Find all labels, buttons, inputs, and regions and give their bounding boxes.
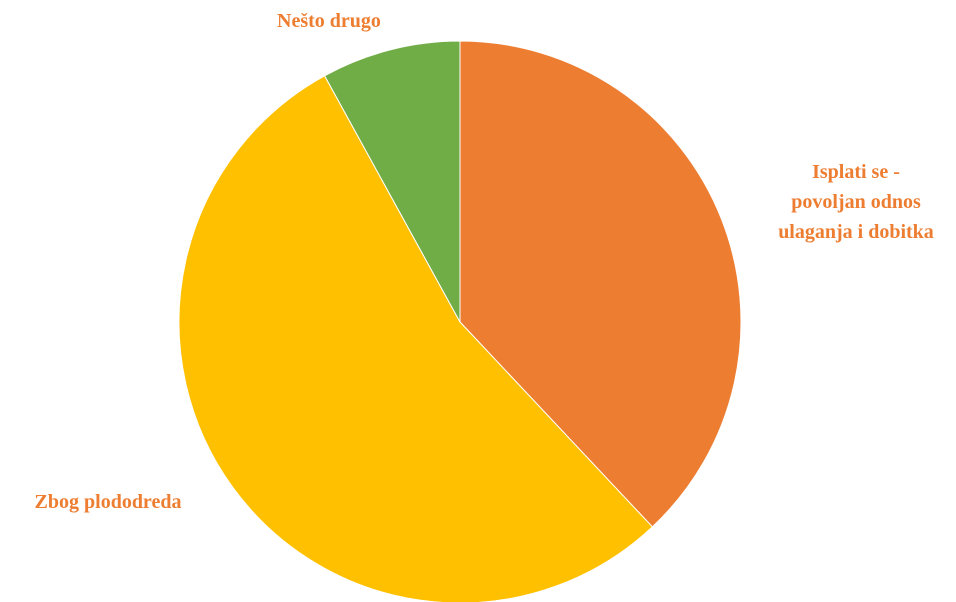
pie-slice-label-line: Isplati se -	[812, 161, 900, 183]
pie-slices	[178, 40, 742, 602]
pie-slice-label-line: Zbog plododreda	[35, 491, 182, 513]
pie-slice-1	[178, 75, 654, 602]
pie-slice-label-2: Nešto drugo	[277, 10, 381, 32]
pie-slice-label-0: Isplati se - povoljan odnos ulaganja i dob…	[778, 161, 934, 243]
pie-labels: Isplati se - povoljan odnos ulaganja i dob…	[35, 10, 934, 513]
pie-slice-label-line: Nešto drugo	[277, 10, 381, 32]
pie-slice-label-line: ulaganja i dobitka	[778, 221, 934, 243]
pie-slice-2	[323, 40, 461, 323]
pie-slice-0	[459, 40, 742, 528]
pie-slice-label-1: Zbog plododreda	[35, 491, 182, 513]
pie-slice-label-line: povoljan odnos	[791, 191, 921, 213]
